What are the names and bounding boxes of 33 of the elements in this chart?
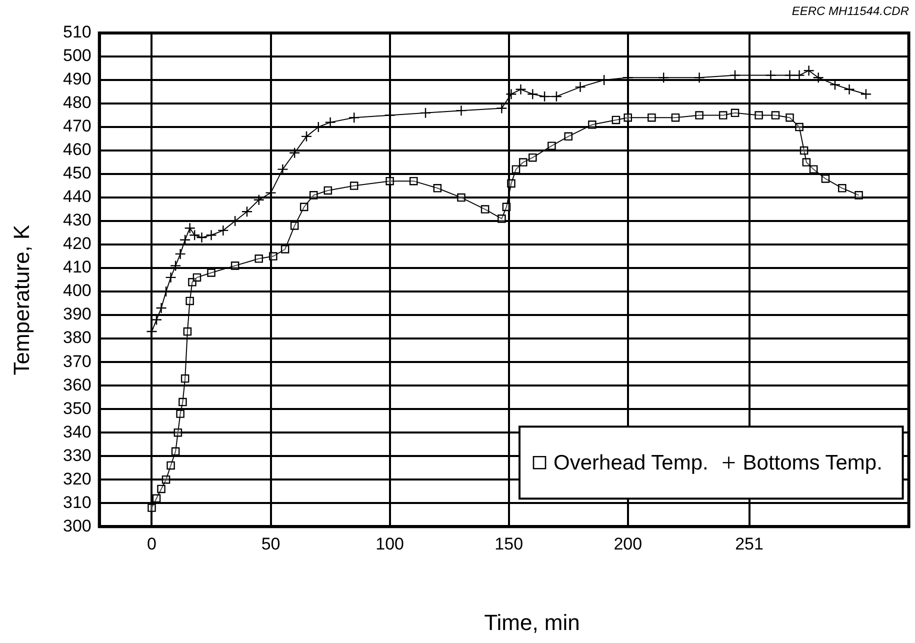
- y-tick-label: 460: [62, 140, 92, 160]
- y-tick-label: 300: [62, 516, 92, 536]
- x-tick-label: 150: [494, 534, 524, 554]
- y-tick-label: 310: [62, 492, 92, 512]
- y-tick-label: 420: [62, 234, 92, 254]
- x-axis-title: Time, min: [484, 610, 580, 636]
- x-tick-label: 100: [376, 534, 404, 554]
- y-tick-label: 470: [62, 116, 92, 136]
- y-tick-label: 390: [62, 304, 92, 324]
- y-axis-title: Temperature, K: [9, 224, 35, 376]
- y-tick-label: 480: [62, 93, 92, 112]
- y-tick-label: 320: [62, 469, 92, 488]
- legend-label: Bottoms Temp.: [742, 451, 882, 474]
- x-tick-label: 0: [147, 534, 156, 554]
- x-tick-label: 200: [614, 534, 642, 554]
- y-tick-label: 360: [62, 375, 92, 394]
- y-tick-label: 330: [62, 446, 92, 465]
- y-tick-label: 440: [62, 187, 92, 206]
- y-tick-label: 490: [62, 70, 92, 89]
- y-tick-label: 510: [62, 22, 92, 42]
- legend-label: Overhead Temp.: [554, 451, 708, 474]
- y-tick-label: 430: [62, 210, 92, 230]
- y-tick-label: 380: [62, 328, 92, 348]
- y-tick-label: 410: [62, 258, 92, 277]
- text: EERC MH11544.CDR: [792, 4, 909, 18]
- x-tick-label: 251: [735, 534, 764, 554]
- y-tick-label: 450: [62, 164, 92, 183]
- x-tick-label: 50: [261, 534, 280, 554]
- y-tick-label: 340: [62, 422, 92, 442]
- y-tick-label: 400: [62, 281, 92, 300]
- y-tick-label: 370: [62, 352, 92, 371]
- y-tick-label: 350: [62, 398, 92, 418]
- y-tick-label: 500: [62, 46, 92, 66]
